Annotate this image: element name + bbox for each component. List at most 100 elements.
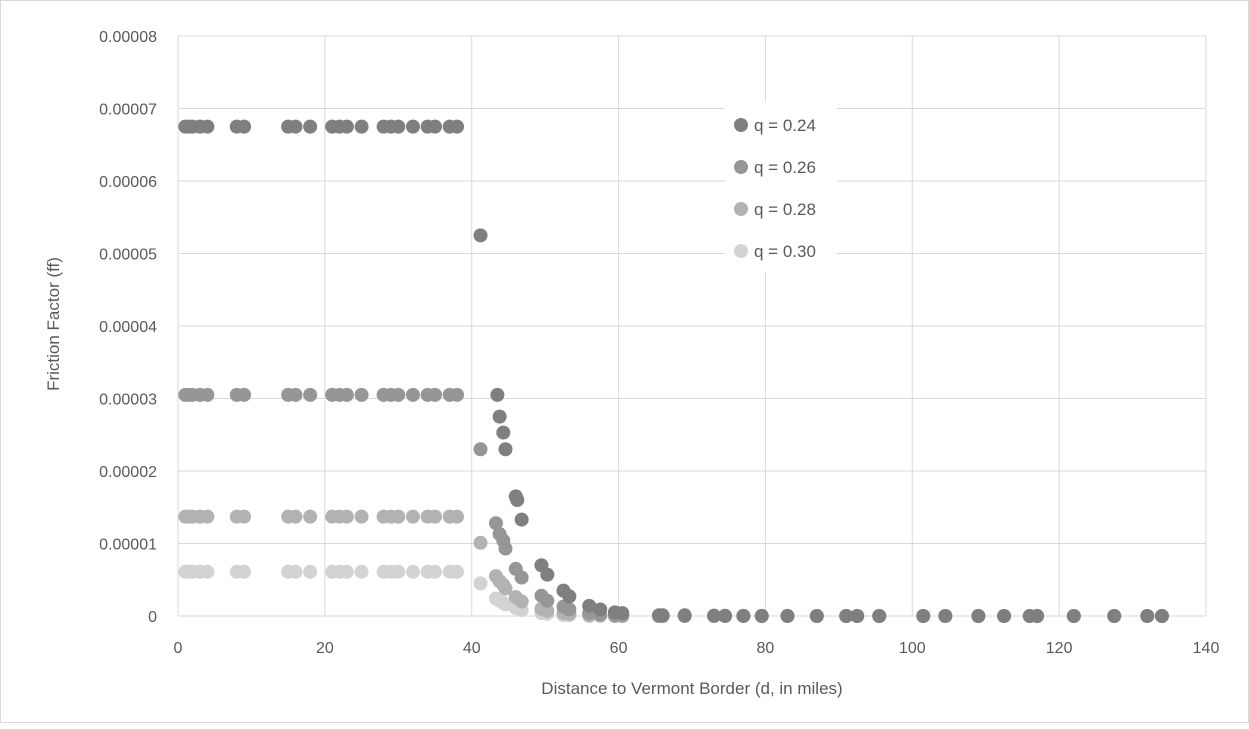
data-point	[391, 387, 406, 402]
x-tick-label: 120	[1046, 640, 1073, 657]
y-tick-label: 0.00007	[99, 102, 157, 119]
data-point	[498, 442, 513, 457]
data-point	[473, 535, 488, 550]
data-point	[540, 593, 555, 608]
y-tick-label: 0.00003	[99, 392, 157, 409]
data-point	[615, 606, 630, 621]
data-point	[473, 576, 488, 591]
legend-marker	[734, 244, 748, 258]
data-point	[405, 509, 420, 524]
data-point	[1107, 609, 1122, 623]
data-point	[562, 589, 577, 604]
data-point	[428, 119, 442, 134]
x-axis-tick-labels: 0 20 40 60 80 100 120 140	[174, 640, 1220, 657]
data-point	[237, 387, 252, 402]
data-point	[718, 608, 733, 623]
data-point	[809, 609, 824, 623]
legend-marker	[734, 160, 748, 174]
data-point	[997, 609, 1012, 623]
data-point	[707, 608, 722, 623]
x-tick-label: 60	[610, 640, 628, 657]
y-tick-label: 0	[148, 609, 157, 626]
data-point	[428, 387, 442, 402]
data-point	[780, 608, 795, 623]
data-point	[450, 119, 465, 134]
legend-marker	[734, 118, 748, 132]
data-point	[473, 228, 488, 243]
data-point	[488, 516, 503, 531]
y-tick-label: 0.00004	[99, 319, 157, 336]
x-tick-label: 0	[174, 640, 183, 657]
data-point	[303, 119, 318, 134]
data-point	[200, 509, 215, 524]
data-point	[200, 564, 215, 579]
data-point	[1030, 609, 1045, 623]
y-tick-label: 0.00005	[99, 247, 157, 264]
data-point	[736, 608, 751, 623]
data-point	[593, 602, 608, 617]
data-point	[200, 387, 215, 402]
data-point	[450, 387, 465, 402]
data-point	[655, 608, 670, 623]
data-point	[1154, 609, 1169, 623]
data-point	[514, 570, 529, 585]
data-point	[288, 119, 303, 134]
data-point	[498, 581, 513, 596]
data-point	[391, 509, 406, 524]
x-tick-label: 40	[463, 640, 481, 657]
data-point	[354, 509, 369, 524]
data-point	[405, 387, 420, 402]
data-point	[391, 119, 406, 134]
data-point	[200, 119, 215, 134]
data-point	[237, 564, 252, 579]
data-point	[237, 509, 252, 524]
data-point	[428, 564, 442, 579]
data-point	[677, 608, 692, 623]
data-point	[514, 594, 529, 609]
series-q-0-26	[178, 387, 1169, 623]
data-point	[303, 564, 318, 579]
data-point	[582, 598, 597, 613]
data-point	[288, 387, 303, 402]
data-point	[237, 119, 252, 134]
data-point	[754, 608, 769, 623]
x-tick-label: 100	[899, 640, 926, 657]
x-tick-label: 20	[316, 640, 334, 657]
data-point	[354, 564, 369, 579]
y-tick-label: 0.00001	[99, 537, 157, 554]
legend-marker	[734, 202, 748, 216]
data-point	[496, 425, 511, 440]
data-point	[354, 387, 369, 402]
x-tick-label: 140	[1193, 640, 1220, 657]
data-point	[339, 387, 354, 402]
data-point	[473, 442, 488, 457]
data-point	[839, 609, 854, 623]
data-point	[540, 567, 555, 582]
y-tick-label: 0.00008	[99, 29, 157, 46]
data-point	[391, 564, 406, 579]
x-axis-title: Distance to Vermont Border (d, in miles)	[541, 679, 842, 698]
data-point	[354, 119, 369, 134]
gridlines	[177, 35, 1207, 617]
data-point	[405, 119, 420, 134]
data-points	[178, 119, 1169, 623]
data-point	[540, 603, 555, 618]
x-tick-label: 80	[757, 640, 775, 657]
data-point	[339, 509, 354, 524]
data-point	[1066, 609, 1081, 623]
data-point	[450, 564, 465, 579]
series-q-0-24	[178, 119, 1169, 623]
y-tick-label: 0.00006	[99, 174, 157, 191]
data-point	[938, 609, 953, 623]
data-point	[288, 509, 303, 524]
data-point	[490, 387, 505, 402]
data-point	[971, 609, 986, 623]
data-point	[498, 541, 513, 556]
data-point	[428, 509, 442, 524]
data-point	[562, 602, 577, 617]
data-point	[510, 493, 525, 507]
data-point	[303, 387, 318, 402]
data-point	[339, 564, 354, 579]
